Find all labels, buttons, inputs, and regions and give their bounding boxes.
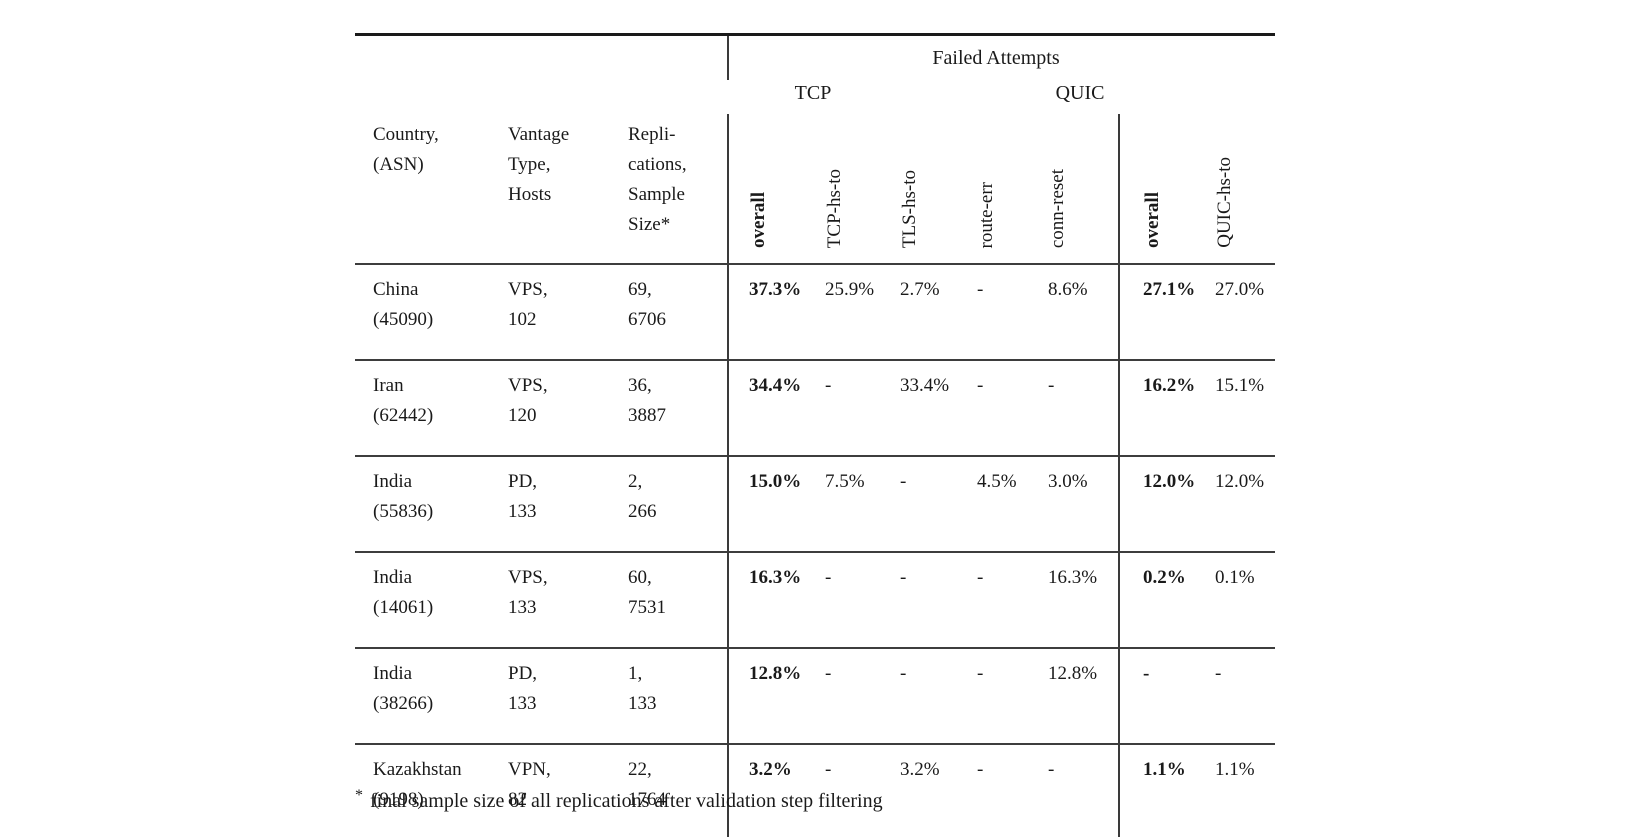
tcp-overall-label: overall	[748, 192, 770, 248]
cell-route-err: -	[973, 743, 1044, 837]
cell-conn-reset: -	[1043, 743, 1120, 837]
cell-tls-hs-to: 3.2%	[897, 743, 974, 837]
cell-quic-hs-to: 12.0%	[1207, 455, 1276, 552]
cell-tcp-hs-to: -	[820, 743, 898, 837]
rotated-header-tcp-hs-to: TCP-hs-to	[820, 114, 898, 265]
cell-route-err: -	[973, 359, 1044, 456]
cell-route-err: 4.5%	[973, 455, 1044, 552]
cell-tcp-overall: 34.4%	[727, 359, 821, 456]
cell-conn-reset: 8.6%	[1048, 279, 1088, 300]
cell-quic-hs-to: 1.1%	[1207, 743, 1276, 837]
spacer-cell	[355, 80, 728, 114]
rotated-header-conn-reset: conn-reset	[1043, 114, 1120, 265]
cell-route-err: -	[973, 647, 1044, 744]
footnote-text: final sample size of all replications af…	[370, 790, 883, 812]
cell-vantage: VPS, 120	[505, 359, 625, 456]
cell-quic-overall: 0.2%	[1118, 551, 1208, 648]
cell-country: India (14061)	[355, 551, 505, 648]
cell-vantage: PD, 133	[505, 455, 625, 552]
rotated-header-tls-hs-to: TLS-hs-to	[897, 114, 974, 265]
table-row-india-38266: India (38266) PD, 133 1, 133 12.8% - - -…	[355, 647, 1276, 744]
cell-replications: 36, 3887	[625, 359, 729, 456]
cell-vantage: VPS, 102	[508, 279, 548, 331]
cell-replications: 60, 7531	[625, 551, 729, 648]
cell-tcp-overall: 16.3%	[727, 551, 821, 648]
protocol-header-cell: TCP QUIC	[728, 80, 1275, 114]
cell-quic-overall: -	[1118, 647, 1208, 744]
cell-quic-hs-to: 27.0%	[1215, 279, 1265, 300]
table-row-kazakhstan-9198: Kazakhstan (9198) VPN, 82 22, 1764 3.2% …	[355, 743, 1276, 837]
col-header-country: Country, (ASN)	[355, 114, 505, 265]
cell-route-err: -	[977, 279, 984, 300]
cell-conn-reset: -	[1043, 359, 1120, 456]
cell-tcp-hs-to: -	[820, 647, 898, 744]
group-header-row: Failed Attempts	[355, 34, 1276, 81]
protocol-header-row: TCP QUIC	[355, 80, 1275, 114]
cell-country: China (45090)	[373, 279, 434, 331]
cell-replications: 2, 266	[625, 455, 729, 552]
spacer-cell	[355, 35, 728, 81]
col-header-replications: Repli- cations, Sample Size*	[625, 114, 729, 265]
cell-quic-overall: 1.1%	[1118, 743, 1208, 837]
table-row-india-55836: India (55836) PD, 133 2, 266 15.0% 7.5% …	[355, 455, 1276, 552]
footnote-asterisk: *	[355, 787, 363, 804]
cell-quic-overall: 27.1%	[1118, 264, 1208, 360]
cell-tcp-overall: 12.8%	[727, 647, 821, 744]
col-header-vantage: Vantage Type, Hosts	[505, 114, 625, 265]
cell-vantage: VPN, 82	[505, 743, 625, 837]
tls-hs-to-label: TLS-hs-to	[899, 169, 921, 248]
rotated-header-quic-hs-to: QUIC-hs-to	[1207, 114, 1276, 265]
cell-replications: 69, 6706	[628, 279, 666, 331]
cell-tcp-overall: 15.0%	[727, 455, 821, 552]
rotated-header-quic-overall: overall	[1118, 114, 1208, 265]
cell-tls-hs-to: -	[897, 455, 974, 552]
failed-attempts-label: Failed Attempts	[932, 47, 1060, 69]
failed-attempts-table: Failed Attempts TCP QUIC Country, (ASN) …	[355, 33, 1276, 837]
conn-reset-label: conn-reset	[1047, 168, 1069, 248]
quic-label: QUIC	[1055, 82, 1105, 104]
cell-tls-hs-to: 2.7%	[900, 279, 940, 300]
cell-route-err: -	[973, 551, 1044, 648]
cell-vantage: VPS, 133	[505, 551, 625, 648]
table-row-iran-62442: Iran (62442) VPS, 120 36, 3887 34.4% - 3…	[355, 359, 1276, 456]
cell-quic-hs-to: 0.1%	[1207, 551, 1276, 648]
route-err-label: route-err	[976, 181, 998, 248]
rotated-header-tcp-overall: overall	[727, 114, 821, 265]
group-header-cell: Failed Attempts	[727, 34, 1276, 80]
cell-quic-overall: 12.0%	[1118, 455, 1208, 552]
quic-hs-to-label: QUIC-hs-to	[1214, 157, 1236, 248]
cell-tcp-hs-to: 7.5%	[820, 455, 898, 552]
cell-tls-hs-to: -	[897, 647, 974, 744]
cell-replications: 22, 1764	[625, 743, 729, 837]
column-header-row: Country, (ASN) Vantage Type, Hosts Repli…	[355, 114, 1276, 265]
cell-tls-hs-to: 33.4%	[897, 359, 974, 456]
cell-replications: 1, 133	[625, 647, 729, 744]
cell-quic-hs-to: 15.1%	[1207, 359, 1276, 456]
cell-country: Iran (62442)	[355, 359, 505, 456]
cell-tcp-overall: 37.3%	[727, 264, 821, 360]
table-footnote: * final sample size of all replications a…	[355, 787, 883, 813]
cell-tcp-hs-to: 25.9%	[825, 279, 875, 300]
cell-tcp-overall: 3.2%	[727, 743, 821, 837]
cell-conn-reset: 12.8%	[1043, 647, 1120, 744]
cell-conn-reset: 3.0%	[1043, 455, 1120, 552]
cell-country: India (55836)	[355, 455, 505, 552]
table-row-india-14061: India (14061) VPS, 133 60, 7531 16.3% - …	[355, 551, 1276, 648]
cell-conn-reset: 16.3%	[1043, 551, 1120, 648]
tcp-hs-to-label: TCP-hs-to	[824, 168, 846, 248]
tcp-label: TCP	[794, 82, 832, 104]
quic-overall-label: overall	[1142, 192, 1164, 248]
cell-country: India (38266)	[355, 647, 505, 744]
cell-country: Kazakhstan (9198)	[355, 743, 505, 837]
cell-quic-overall: 16.2%	[1118, 359, 1208, 456]
rotated-header-route-err: route-err	[973, 114, 1044, 265]
cell-tls-hs-to: -	[897, 551, 974, 648]
cell-tcp-hs-to: -	[820, 359, 898, 456]
cell-vantage: PD, 133	[505, 647, 625, 744]
cell-quic-hs-to: -	[1207, 647, 1276, 744]
cell-tcp-hs-to: -	[820, 551, 898, 648]
table-row-china-45090: China (45090) VPS, 102 69, 6706 37.3% 25…	[355, 264, 1275, 360]
